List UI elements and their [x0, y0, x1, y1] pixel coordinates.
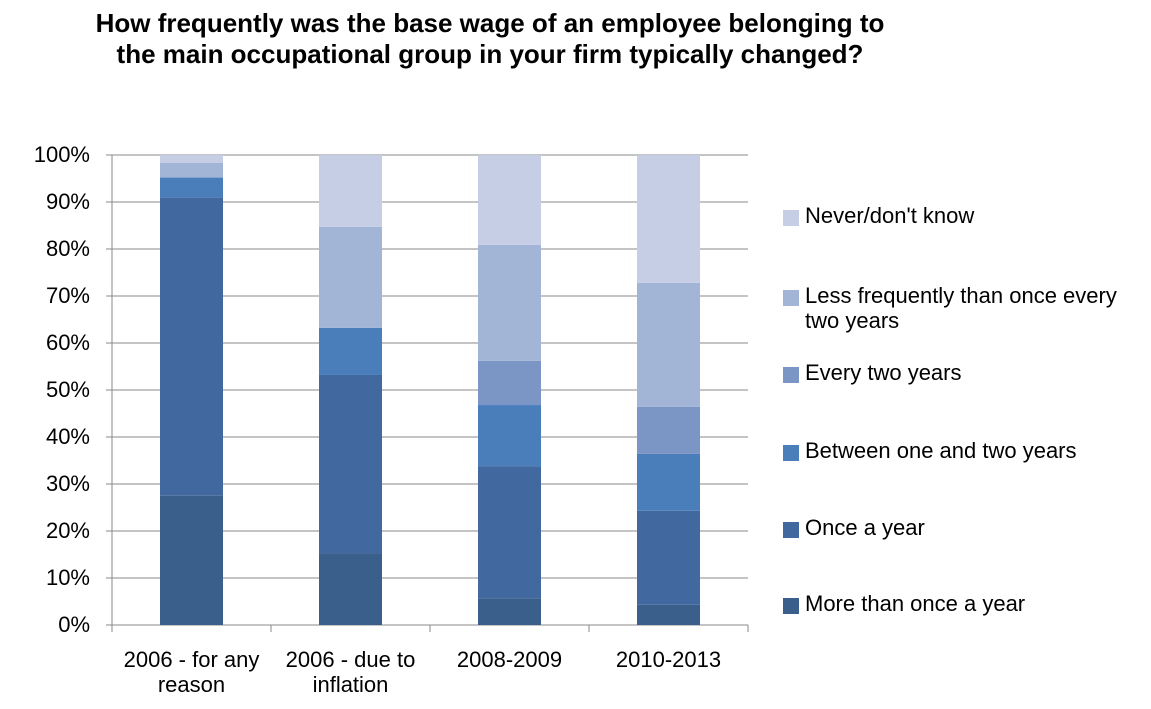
y-tick-label: 50% — [45, 377, 90, 402]
bar-segment — [160, 197, 223, 496]
bar-segment — [637, 453, 700, 511]
y-tick-label: 40% — [45, 424, 90, 449]
bar-segment — [637, 510, 700, 605]
bar-segment — [478, 466, 541, 599]
legend-swatch — [783, 290, 799, 306]
legend-label: Never/don't know — [805, 203, 975, 228]
bar-segment — [160, 495, 223, 625]
x-tick-label: 2006 - due to inflation — [285, 647, 416, 698]
bar-segment — [319, 553, 382, 625]
legend-label: Less frequently than once every two year… — [805, 283, 1117, 334]
bar-segment — [319, 155, 382, 227]
bar-segment — [478, 360, 541, 406]
bar-segment — [160, 177, 223, 198]
bar-segment — [160, 155, 223, 163]
y-tick-label: 80% — [45, 236, 90, 261]
bar-segment — [478, 598, 541, 625]
legend-label: Between one and two years — [805, 438, 1077, 463]
bar-segment — [319, 374, 382, 554]
legend-swatch — [783, 598, 799, 614]
y-tick-label: 0% — [58, 612, 90, 637]
y-tick-label: 20% — [45, 518, 90, 543]
x-tick-label: 2010-2013 — [615, 647, 722, 672]
bar-segment — [319, 327, 382, 375]
y-tick-label: 90% — [45, 189, 90, 214]
chart-title: How frequently was the base wage of an e… — [95, 8, 885, 70]
bar-segment — [637, 282, 700, 407]
legend-swatch — [783, 367, 799, 383]
legend-label: More than once a year — [805, 591, 1026, 616]
legend-swatch — [783, 522, 799, 538]
legend-label: Once a year — [805, 515, 925, 540]
x-tick-label: 2008-2009 — [456, 647, 563, 672]
legend-swatch — [783, 210, 799, 226]
bar-segment — [160, 162, 223, 178]
x-tick-label: 2006 - for any reason — [123, 647, 260, 698]
bar-segment — [478, 405, 541, 467]
bar-segment — [478, 155, 541, 245]
bar-segment — [637, 604, 700, 625]
bar-segment — [478, 244, 541, 361]
y-tick-label: 100% — [33, 142, 90, 167]
y-tick-label: 10% — [45, 565, 90, 590]
bar-segment — [319, 226, 382, 328]
legend-swatch — [783, 445, 799, 461]
legend-label: Every two years — [805, 360, 962, 385]
y-tick-label: 30% — [45, 471, 90, 496]
bar-segment — [637, 155, 700, 283]
y-tick-label: 60% — [45, 330, 90, 355]
bar-segment — [637, 406, 700, 454]
y-tick-label: 70% — [45, 283, 90, 308]
